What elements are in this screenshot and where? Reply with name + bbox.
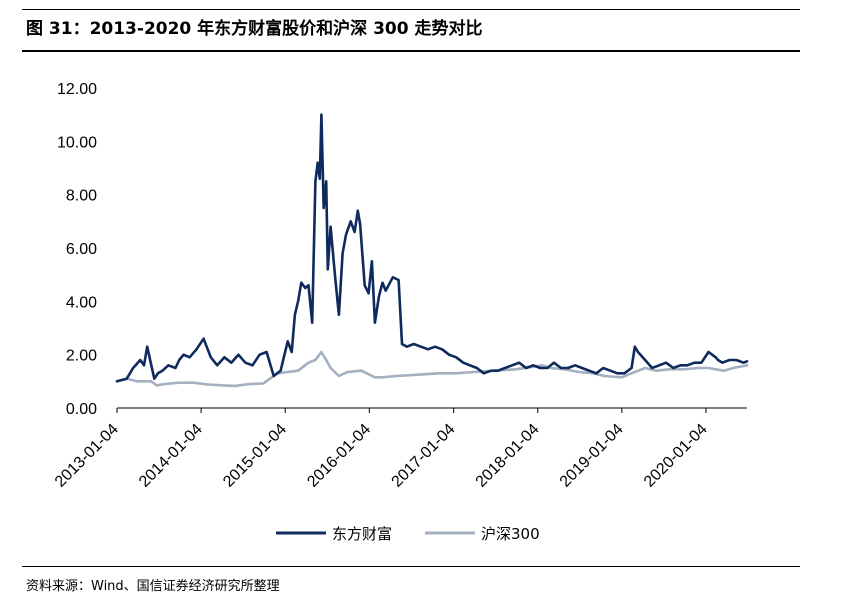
figure-title: 图 31：2013-2020 年东方财富股价和沪深 300 走势对比 <box>26 19 483 39</box>
legend-label: 东方财富 <box>332 525 392 543</box>
y-tick-label: 0.00 <box>66 401 97 418</box>
bottom-rule <box>22 566 800 567</box>
x-tick-label: 2016-01-04 <box>304 421 374 491</box>
x-tick-label: 2018-01-04 <box>473 421 543 491</box>
x-tick-label: 2015-01-04 <box>220 421 290 491</box>
x-tick-label: 2019-01-04 <box>557 421 627 491</box>
y-tick-label: 8.00 <box>66 188 97 205</box>
series-line-csi300 <box>115 350 749 388</box>
x-tick-label: 2014-01-04 <box>136 421 206 491</box>
y-tick-label: 6.00 <box>66 241 97 258</box>
series-line-eastmoney <box>115 113 749 383</box>
y-tick-label: 2.00 <box>66 348 97 365</box>
top-rule <box>22 9 800 10</box>
x-tick-label: 2013-01-04 <box>52 421 122 491</box>
legend-label: 沪深300 <box>481 525 540 543</box>
x-tick-label: 2017-01-04 <box>389 421 459 491</box>
y-tick-label: 4.00 <box>66 294 97 311</box>
y-tick-label: 10.00 <box>57 134 97 151</box>
title-rule <box>22 50 800 52</box>
source-note: 资料来源：Wind、国信证券经济研究所整理 <box>26 579 280 594</box>
y-tick-label: 12.00 <box>57 81 97 98</box>
x-tick-label: 2020-01-04 <box>641 421 711 491</box>
